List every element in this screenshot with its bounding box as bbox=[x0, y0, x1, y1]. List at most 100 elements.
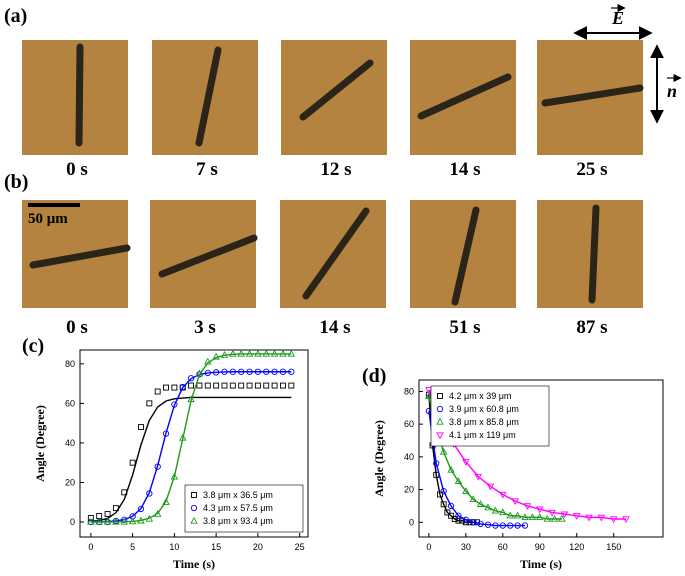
point bbox=[237, 349, 245, 357]
point bbox=[87, 515, 94, 521]
legend-marker bbox=[436, 405, 444, 413]
point bbox=[486, 483, 495, 491]
point bbox=[271, 382, 278, 389]
y-tick-label: 0 bbox=[70, 517, 75, 527]
point bbox=[499, 508, 507, 516]
point bbox=[254, 349, 262, 357]
x-tick-label: 20 bbox=[253, 542, 263, 552]
point bbox=[162, 498, 170, 505]
point bbox=[170, 472, 179, 480]
point bbox=[262, 349, 271, 357]
point bbox=[195, 369, 204, 377]
point bbox=[287, 349, 296, 357]
point bbox=[154, 388, 161, 395]
point bbox=[128, 517, 137, 525]
point bbox=[171, 384, 178, 391]
point bbox=[597, 514, 606, 522]
point bbox=[440, 488, 447, 495]
y-tick-label: 80 bbox=[404, 386, 414, 396]
point bbox=[121, 516, 128, 523]
point bbox=[238, 382, 245, 389]
y-tick-label: 80 bbox=[65, 359, 75, 369]
n-label: n bbox=[667, 81, 677, 101]
panel-label: (b) bbox=[4, 171, 28, 193]
legend-label: 4.1 μm x 119 μm bbox=[449, 430, 516, 440]
point bbox=[288, 368, 295, 375]
point bbox=[163, 384, 169, 391]
point bbox=[246, 382, 253, 389]
point bbox=[288, 382, 295, 389]
panel-label: (d) bbox=[362, 365, 386, 387]
legend-label: 3.8 μm x 36.5 μm bbox=[203, 490, 273, 500]
point bbox=[585, 514, 593, 522]
point bbox=[444, 509, 451, 516]
legend-marker bbox=[436, 432, 444, 440]
point bbox=[462, 516, 469, 523]
time-label: 0 s bbox=[66, 317, 88, 338]
point bbox=[470, 519, 477, 526]
legend-label: 3.8 μm x 93.4 μm bbox=[203, 516, 273, 526]
plot-frame bbox=[418, 379, 664, 538]
point bbox=[513, 511, 522, 519]
point bbox=[492, 522, 499, 529]
x-tick-label: 0 bbox=[88, 542, 93, 552]
point bbox=[560, 511, 569, 519]
point bbox=[514, 522, 521, 529]
point bbox=[245, 349, 254, 357]
curve bbox=[90, 353, 292, 523]
curve bbox=[428, 389, 627, 520]
time-label: 3 s bbox=[194, 317, 216, 338]
point bbox=[543, 514, 551, 522]
x-tick-label: 60 bbox=[498, 542, 508, 552]
point bbox=[279, 382, 286, 389]
point bbox=[154, 463, 161, 470]
x-tick-label: 30 bbox=[461, 542, 471, 552]
legend-label: 3.9 μm x 60.8 μm bbox=[449, 404, 519, 414]
time-label: 25 s bbox=[576, 159, 607, 180]
point bbox=[491, 506, 500, 514]
point bbox=[455, 512, 462, 519]
images-b bbox=[22, 200, 643, 308]
point bbox=[279, 349, 287, 357]
point bbox=[622, 516, 630, 524]
point bbox=[188, 382, 195, 389]
time-label: 7 s bbox=[196, 159, 218, 180]
point bbox=[572, 513, 581, 520]
point bbox=[229, 349, 237, 357]
point bbox=[121, 489, 128, 496]
point bbox=[609, 516, 618, 524]
e-label: E bbox=[611, 8, 624, 28]
point bbox=[112, 517, 120, 525]
point bbox=[112, 505, 119, 512]
point bbox=[171, 401, 178, 408]
point bbox=[179, 383, 186, 391]
x-tick-label: 120 bbox=[569, 542, 584, 552]
y-axis-label: Angle (Degree) bbox=[372, 420, 386, 497]
legend-label: 4.3 μm x 57.5 μm bbox=[203, 503, 273, 513]
y-tick-label: 0 bbox=[409, 517, 414, 527]
point bbox=[462, 487, 470, 494]
legend-box bbox=[184, 484, 304, 533]
x-tick-label: 15 bbox=[211, 542, 221, 552]
point bbox=[469, 495, 477, 503]
point bbox=[263, 382, 270, 389]
time-label: 51 s bbox=[449, 317, 480, 338]
point bbox=[120, 517, 129, 525]
legend-box bbox=[430, 385, 550, 447]
point bbox=[484, 521, 492, 528]
point bbox=[521, 513, 529, 521]
point bbox=[96, 513, 103, 519]
point bbox=[271, 368, 278, 375]
point bbox=[523, 503, 532, 511]
point bbox=[507, 522, 514, 529]
point bbox=[221, 382, 228, 389]
point bbox=[528, 513, 537, 521]
y-tick-label: 40 bbox=[65, 438, 75, 448]
point bbox=[425, 392, 433, 400]
point bbox=[153, 509, 162, 517]
point bbox=[87, 517, 95, 525]
legend-marker bbox=[191, 492, 197, 498]
y-tick-label: 60 bbox=[65, 398, 75, 408]
point bbox=[137, 516, 145, 524]
